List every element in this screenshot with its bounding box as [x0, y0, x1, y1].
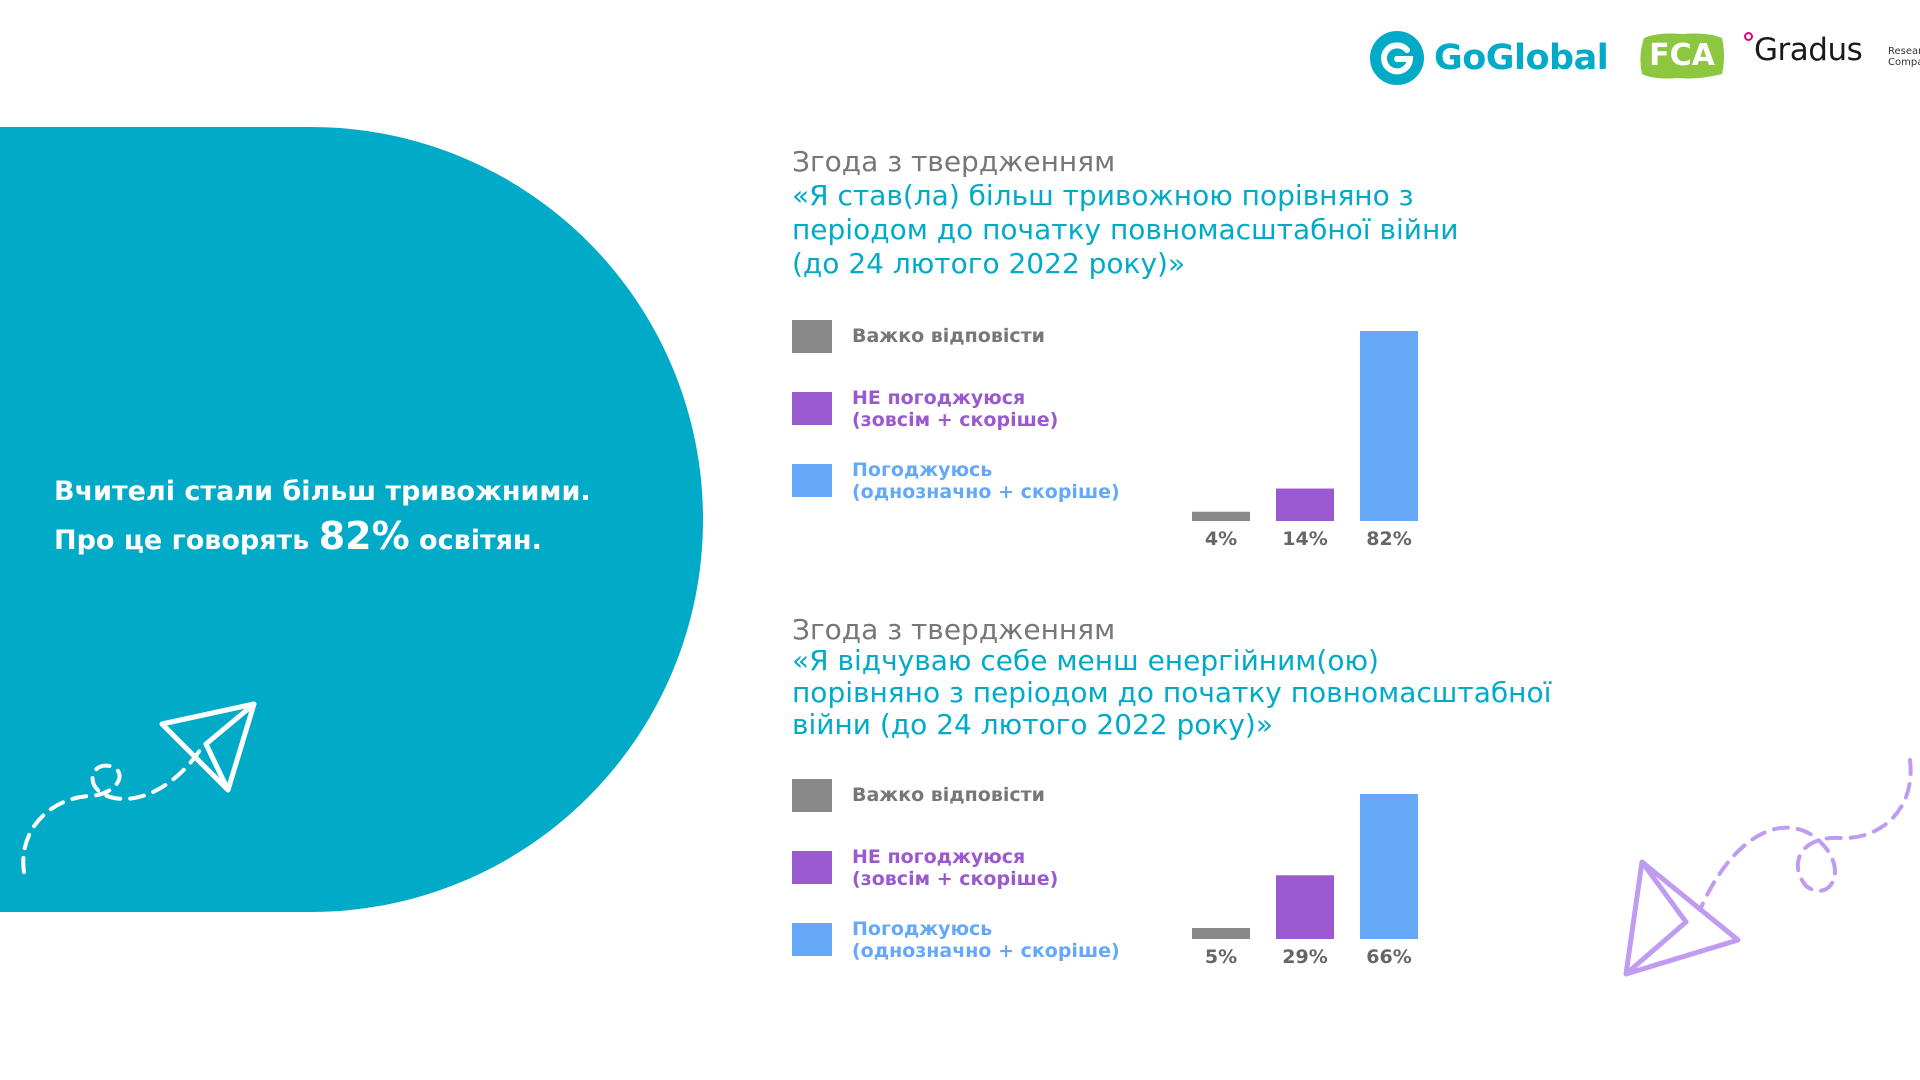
legend-label-line1: НЕ погоджуюся	[852, 846, 1026, 868]
legend-label: Погоджуюсь (однозначно + скоріше)	[852, 459, 1120, 503]
chart-section-2: Згода з твердженням «Я відчуваю себе мен…	[792, 613, 1812, 1033]
legend-label-line1: Погоджуюсь	[852, 459, 993, 481]
chart-2-title-quote-line: порівняно з періодом до початку повномас…	[792, 676, 1552, 709]
legend-label-line1: НЕ погоджуюся	[852, 387, 1026, 409]
g-icon	[1370, 31, 1424, 85]
legend-item-hard-to-answer: Важко відповісти	[792, 779, 1152, 819]
legend-swatch	[792, 464, 832, 497]
chart-1-title-quote: «Я став(ла) більш тривожною порівняно з …	[792, 179, 1458, 281]
legend-label: НЕ погоджуюся (зовсім + скоріше)	[852, 846, 1058, 890]
legend-label-line1: Важко відповісти	[852, 325, 1045, 347]
gradus-dot-icon	[1744, 32, 1753, 41]
goglobal-logo-text: GoGlobal	[1434, 38, 1609, 78]
gradus-logo: Gradus Research Company	[1740, 28, 1920, 84]
partner-logos: GoGlobal FCA Gradus Research Company	[1370, 28, 1920, 88]
gradus-logo-text: Gradus	[1754, 32, 1863, 68]
paper-plane-icon	[1623, 758, 1913, 977]
chart-1-bars: 4% 14% 82%	[1192, 331, 1418, 550]
legend-item-hard-to-answer: Важко відповісти	[792, 320, 1152, 360]
headline-line2-prefix: Про це говорять	[54, 525, 319, 556]
legend-label-line2: (однозначно + скоріше)	[852, 940, 1120, 962]
legend-swatch	[792, 320, 832, 353]
legend-item-disagree: НЕ погоджуюся (зовсім + скоріше)	[792, 387, 1152, 432]
fca-logo-text: FCA	[1649, 38, 1715, 73]
chart-1-title-quote-line: періодом до початку повномасштабної війн…	[792, 213, 1459, 246]
gradus-subtitle-line1: Research	[1888, 46, 1920, 57]
bar-2	[1276, 488, 1334, 521]
legend-label-line2: (зовсім + скоріше)	[852, 868, 1059, 890]
chart-2-bars: 5% 29% 66%	[1192, 794, 1418, 968]
bar-value-label: 82%	[1366, 528, 1411, 550]
bar-1	[1192, 928, 1250, 939]
legend-label-line1: Важко відповісти	[852, 784, 1045, 806]
bar-value-label: 66%	[1366, 946, 1411, 968]
bar-2	[1276, 875, 1334, 939]
bar-value-label: 29%	[1282, 946, 1327, 968]
fca-logo: FCA	[1638, 30, 1726, 82]
legend-item-disagree: НЕ погоджуюся (зовсім + скоріше)	[792, 846, 1152, 891]
chart-2-title-quote: «Я відчуваю себе менш енергійним(ою) пор…	[792, 645, 1551, 741]
bar-value-label: 4%	[1205, 528, 1237, 550]
chart-2-title-label: Згода з твердженням	[792, 613, 1116, 646]
headline-line1: Вчителі стали більш тривожними.	[54, 476, 591, 507]
chart-2-title-quote-line: «Я відчуваю себе менш енергійним(ою)	[792, 644, 1379, 677]
paper-plane-icon	[21, 701, 257, 874]
bar-3	[1360, 331, 1418, 521]
legend-label-line2: (однозначно + скоріше)	[852, 481, 1120, 503]
legend-label: НЕ погоджуюся (зовсім + скоріше)	[852, 387, 1058, 431]
bar-value-label: 14%	[1282, 528, 1327, 550]
chart-1-title-label: Згода з твердженням	[792, 145, 1116, 178]
legend-label: Важко відповісти	[852, 784, 1045, 806]
legend-swatch	[792, 923, 832, 956]
gradus-subtitle-line2: Company	[1888, 57, 1920, 68]
legend-label: Важко відповісти	[852, 325, 1045, 347]
goglobal-logo: GoGlobal	[1370, 30, 1609, 86]
legend-swatch	[792, 392, 832, 425]
chart-2-title-quote-line: війни (до 24 лютого 2022 року)»	[792, 708, 1273, 741]
legend-swatch	[792, 779, 832, 812]
headline-highlight-value: 82%	[318, 514, 410, 558]
legend-item-agree: Погоджуюсь (однозначно + скоріше)	[792, 459, 1152, 504]
legend-swatch	[792, 851, 832, 884]
chart-section-1: Згода з твердженням «Я став(ла) більш тр…	[792, 145, 1812, 565]
bar-3	[1360, 794, 1418, 939]
headline: Вчителі стали більш тривожними. Про це г…	[54, 470, 674, 563]
bar-1	[1192, 511, 1250, 521]
gradus-subtitle: Research Company	[1888, 46, 1920, 68]
legend-label: Погоджуюсь (однозначно + скоріше)	[852, 918, 1120, 962]
legend-item-agree: Погоджуюсь (однозначно + скоріше)	[792, 918, 1152, 963]
headline-line2-suffix: освітян.	[409, 525, 542, 556]
legend-label-line1: Погоджуюсь	[852, 918, 993, 940]
chart-1-title-quote-line: «Я став(ла) більш тривожною порівняно з	[792, 179, 1414, 212]
bar-value-label: 5%	[1205, 946, 1237, 968]
chart-1-title-quote-line: (до 24 лютого 2022 року)»	[792, 247, 1186, 280]
legend-label-line2: (зовсім + скоріше)	[852, 409, 1059, 431]
headline-line2: Про це говорять 82% освітян.	[54, 514, 674, 563]
